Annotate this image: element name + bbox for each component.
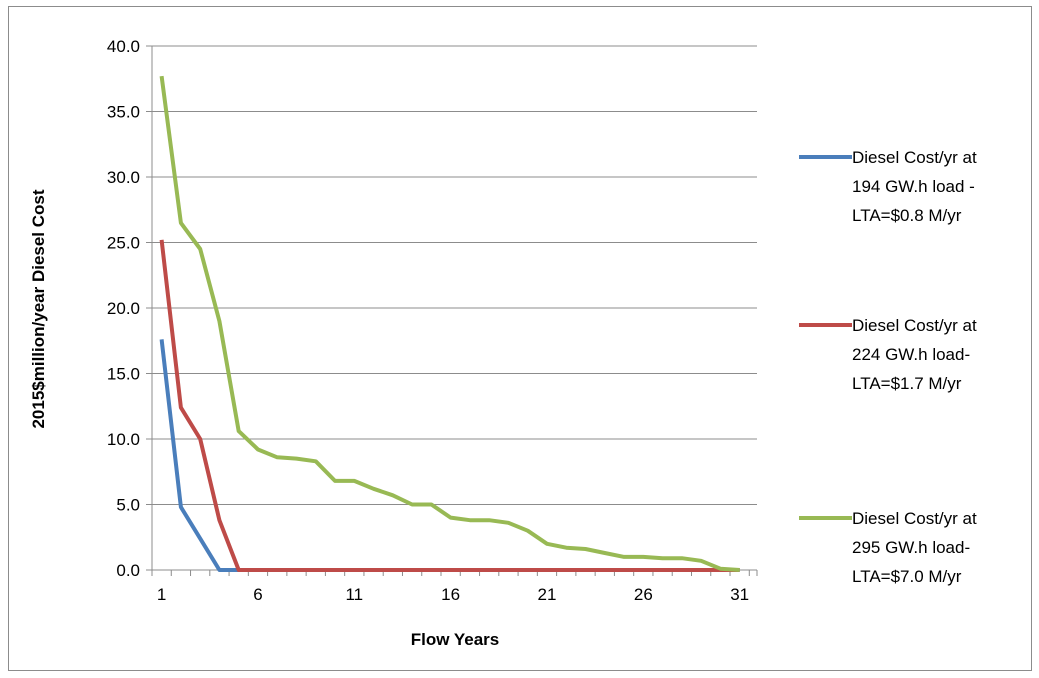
legend: Diesel Cost/yr at 194 GW.h load - LTA=$0.8… bbox=[799, 148, 977, 586]
legend-label-1-line-2: 194 GW.h load - bbox=[852, 177, 975, 196]
y-axis-title: 2015$million/year Diesel Cost bbox=[29, 189, 48, 428]
y-tick-label-4: 20.0 bbox=[107, 299, 140, 318]
series-line-2 bbox=[159, 239, 740, 572]
x-tick-label-4: 21 bbox=[538, 585, 557, 604]
y-tick-label-0: 0.0 bbox=[116, 561, 140, 580]
legend-label-1-line-3: LTA=$0.8 M/yr bbox=[852, 206, 962, 225]
y-tick-label-7: 35.0 bbox=[107, 103, 140, 122]
y-tick-label-1: 5.0 bbox=[116, 496, 140, 515]
x-tick-label-5: 26 bbox=[634, 585, 653, 604]
series-line-3 bbox=[159, 75, 740, 572]
chart-frame bbox=[8, 6, 1032, 671]
x-tick-label-3: 16 bbox=[441, 585, 460, 604]
x-tick-label-0: 1 bbox=[157, 585, 166, 604]
legend-label-2-line-2: 224 GW.h load- bbox=[852, 345, 970, 364]
series-lines bbox=[159, 75, 740, 572]
legend-label-2-line-1: Diesel Cost/yr at bbox=[852, 316, 977, 335]
gridlines bbox=[152, 45, 757, 505]
x-tick-label-2: 11 bbox=[345, 585, 363, 604]
legend-label-3-line-2: 295 GW.h load- bbox=[852, 538, 970, 557]
legend-label-1-line-1: Diesel Cost/yr at bbox=[852, 148, 977, 167]
y-tick-label-8: 40.0 bbox=[107, 37, 140, 56]
y-tick-label-3: 15.0 bbox=[107, 365, 140, 384]
y-tick-label-5: 25.0 bbox=[107, 234, 140, 253]
legend-label-2-line-3: LTA=$1.7 M/yr bbox=[852, 374, 962, 393]
x-tick-label-6: 31 bbox=[730, 585, 749, 604]
y-tick-label-6: 30.0 bbox=[107, 168, 140, 187]
axes: 0.05.010.015.020.025.030.035.040.01 6 11 16… bbox=[107, 37, 758, 604]
x-axis-title: Flow Years bbox=[411, 630, 500, 649]
y-tick-label-2: 10.0 bbox=[107, 430, 140, 449]
legend-label-3-line-3: LTA=$7.0 M/yr bbox=[852, 567, 962, 586]
x-tick-label-1: 6 bbox=[253, 585, 262, 604]
legend-label-3-line-1: Diesel Cost/yr at bbox=[852, 509, 977, 528]
